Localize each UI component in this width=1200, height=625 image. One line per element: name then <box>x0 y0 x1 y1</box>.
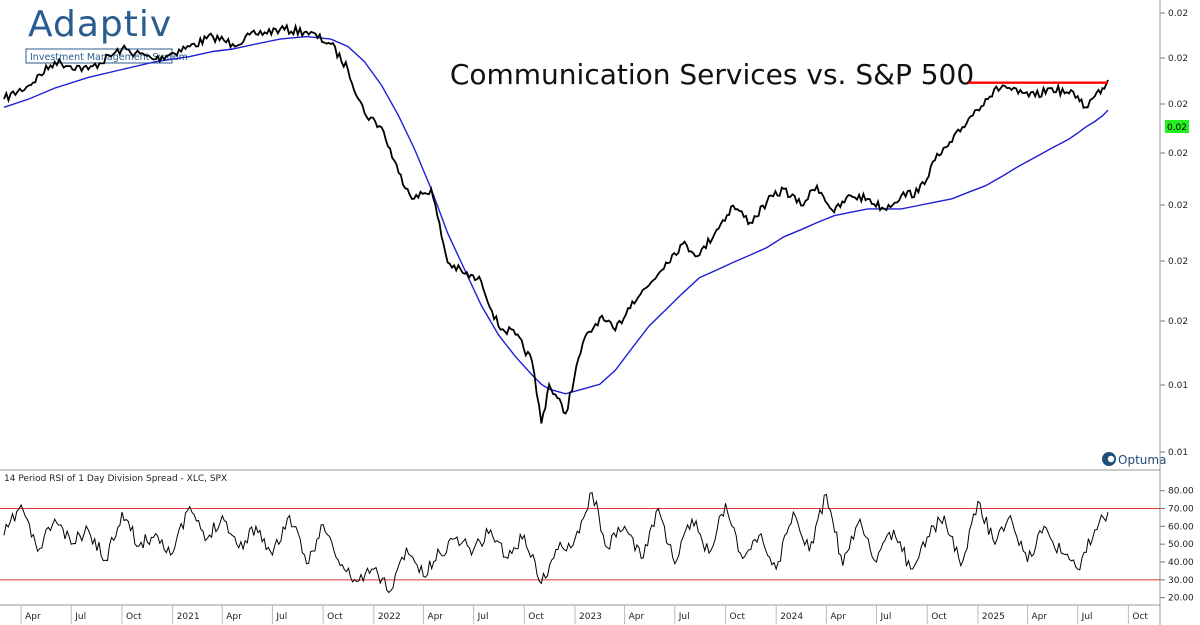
x-tick-label: Apr <box>226 612 242 622</box>
logo-tagline: Investment Management System <box>30 52 188 63</box>
x-axis: Apr Jul Oct 2021 Apr Jul Oct 2022 Apr Jul Oct 2023 A… <box>20 605 1148 624</box>
rsi-y-tick-label: 40.00 <box>1168 558 1194 568</box>
logo-text: Adaptiv <box>28 4 172 45</box>
main-y-tick-label: 0.01 <box>1168 448 1188 458</box>
x-tick-label: Oct <box>327 612 343 622</box>
main-y-tick-label: 0.02 <box>1168 54 1188 64</box>
main-y-tick-label: 0.02 <box>1168 257 1188 267</box>
x-tick-label: 2023 <box>579 612 602 622</box>
rsi-y-axis: 80.00 70.00 60.00 50.00 40.00 30.00 20.00 <box>1160 487 1194 604</box>
x-tick-label: Apr <box>1032 612 1048 622</box>
rsi-panel: 14 Period RSI of 1 Day Division Spread -… <box>0 474 1194 604</box>
last-value-tag: 0.02 <box>1165 120 1189 133</box>
moving-average-line <box>3 35 1109 395</box>
main-y-tick-label: 0.01 <box>1168 381 1188 391</box>
rsi-y-tick-label: 60.00 <box>1168 522 1194 532</box>
x-tick-label: 2022 <box>378 612 401 622</box>
main-y-tick-label: 0.02 <box>1168 201 1188 211</box>
main-y-tick-label: 0.02 <box>1168 100 1188 110</box>
rsi-y-tick-label: 30.00 <box>1168 576 1194 586</box>
x-tick-label: Apr <box>629 612 645 622</box>
x-tick-label: Oct <box>1132 612 1148 622</box>
x-tick-label: Oct <box>729 612 745 622</box>
main-y-tick-label: 0.02 <box>1168 317 1188 327</box>
x-tick-label: Apr <box>25 612 41 622</box>
main-y-tick-label: 0.02 <box>1168 149 1188 159</box>
rsi-y-tick-label: 20.00 <box>1168 594 1194 604</box>
x-tick-label: Apr <box>830 612 846 622</box>
main-y-axis: 0.02 0.02 0.02 0.02 0.02 0.02 0.02 0.01 0.01 <box>1160 9 1188 458</box>
x-tick-label: 2025 <box>982 612 1005 622</box>
x-tick-label: Oct <box>528 612 544 622</box>
x-tick-label: 2024 <box>780 612 803 622</box>
x-tick-label: Oct <box>931 612 947 622</box>
x-tick-label: Jul <box>880 612 892 622</box>
last-value-tag-box <box>1165 120 1189 133</box>
chart-title: Communication Services vs. S&P 500 <box>450 58 974 91</box>
rsi-y-tick-label: 50.00 <box>1168 540 1194 550</box>
x-tick-label: 2021 <box>177 612 200 622</box>
x-tick-label: Jul <box>477 612 489 622</box>
main-y-tick-label: 0.02 <box>1168 9 1188 19</box>
adaptiv-logo: Adaptiv Investment Management System <box>25 4 188 64</box>
rsi-panel-label: 14 Period RSI of 1 Day Division Spread -… <box>4 474 227 484</box>
optuma-text: Optuma <box>1118 453 1166 467</box>
x-tick-label: Jul <box>74 612 86 622</box>
x-tick-label: Jul <box>678 612 690 622</box>
rsi-y-tick-label: 80.00 <box>1168 487 1194 497</box>
x-tick-label: Oct <box>126 612 142 622</box>
last-value-tag-label: 0.02 <box>1167 123 1187 133</box>
main-price-panel: 0.02 0.02 0.02 0.02 0.02 0.02 0.02 0.01 0.01 0.0… <box>3 9 1189 458</box>
x-tick-label: Jul <box>1081 612 1093 622</box>
optuma-mark-inner <box>1107 455 1115 463</box>
rsi-y-tick-label: 70.00 <box>1168 505 1194 515</box>
x-tick-label: Jul <box>275 612 287 622</box>
x-tick-label: Apr <box>427 612 443 622</box>
optuma-logo: Optuma <box>1102 452 1166 467</box>
rsi-line <box>3 491 1109 594</box>
price-ratio-line <box>3 23 1109 424</box>
